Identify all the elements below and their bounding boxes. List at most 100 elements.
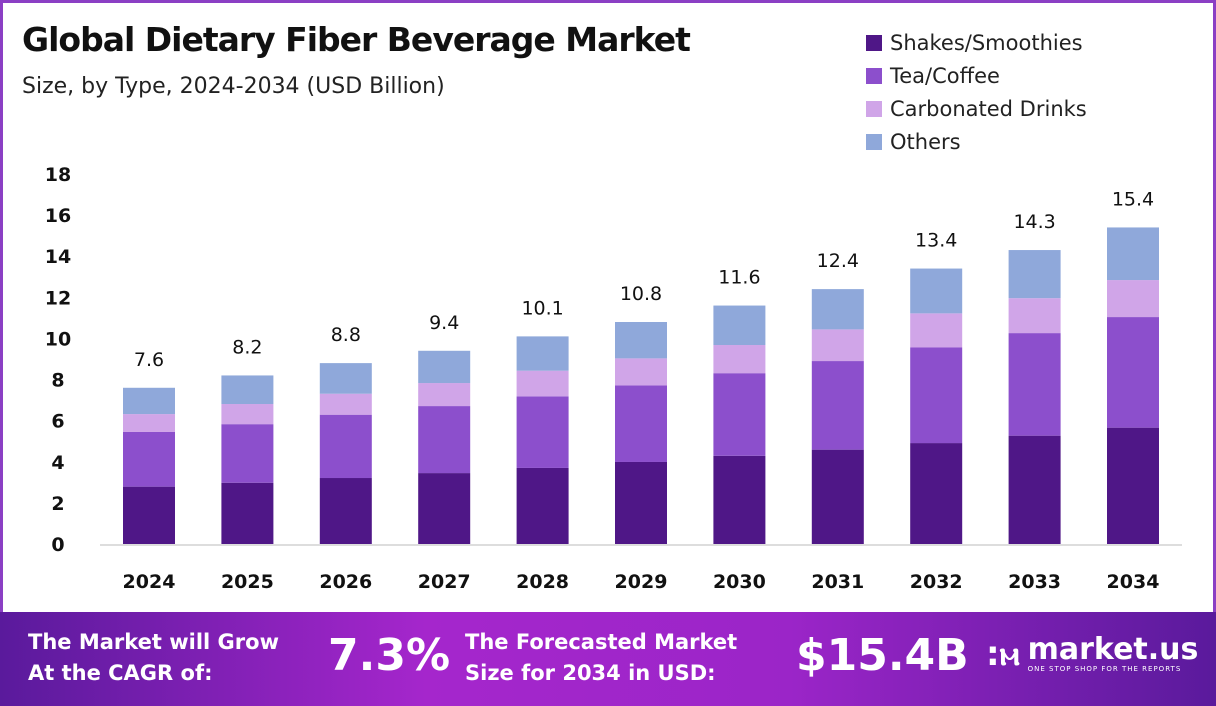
legend: Shakes/Smoothies Tea/Coffee Carbonated D…: [866, 26, 1087, 158]
bar-segment-others-2033: [1008, 250, 1061, 299]
bar-segment-carbonated-drinks-2034: [1107, 280, 1159, 318]
bar-segment-carbonated-drinks-2026: [319, 393, 372, 415]
x-tick-label: 2034: [1107, 571, 1160, 593]
y-tick-label: 0: [51, 534, 64, 556]
bar-segment-tea-coffee-2026: [319, 414, 372, 479]
bar-segment-tea-coffee-2030: [713, 373, 766, 456]
bar-segment-shakes-smoothies-2024: [123, 486, 175, 544]
x-tick-label: 2033: [1008, 571, 1061, 593]
total-label: 11.6: [718, 267, 760, 289]
bar-segment-shakes-smoothies-2025: [221, 482, 274, 544]
bar-segment-tea-coffee-2027: [418, 406, 471, 474]
legend-label: Carbonated Drinks: [890, 96, 1087, 121]
bar-segment-others-2029: [615, 322, 667, 359]
total-label: 9.4: [429, 312, 459, 334]
y-tick-label: 2: [51, 493, 64, 515]
x-tick-label: 2025: [221, 571, 274, 593]
x-tick-label: 2030: [713, 571, 766, 593]
x-tick-label: 2031: [811, 571, 864, 593]
bar-segment-carbonated-drinks-2027: [418, 383, 471, 407]
cagr-label-line: The Market will Grow: [28, 630, 279, 654]
total-label: 14.3: [1013, 211, 1055, 233]
total-label: 7.6: [134, 349, 164, 371]
bar-chart: 0 2 4 6 8 10 12 14 16 18 7.6 2024 8.2 2025 8.8 2026 9.4 2…: [45, 164, 1182, 593]
marketus-logo: :ⲙ market.us ONE STOP SHOP FOR THE REPORT…: [986, 634, 1198, 674]
y-tick-label: 14: [45, 246, 71, 268]
bar-segment-shakes-smoothies-2029: [615, 461, 667, 544]
bar-segment-shakes-smoothies-2027: [418, 473, 471, 544]
y-tick-label: 10: [45, 328, 71, 350]
bar-segment-shakes-smoothies-2033: [1008, 435, 1061, 544]
bar-segment-carbonated-drinks-2032: [910, 313, 963, 348]
bar-segment-carbonated-drinks-2025: [221, 404, 274, 425]
legend-item-carbonated: Carbonated Drinks: [866, 92, 1087, 125]
total-label: 12.4: [817, 250, 859, 272]
bar-segment-carbonated-drinks-2029: [615, 358, 667, 386]
forecast-label: The Forecasted Market Size for 2034 in US…: [465, 627, 737, 689]
bar-segment-carbonated-drinks-2031: [811, 329, 864, 362]
bar-segment-others-2024: [123, 387, 175, 415]
x-tick-label: 2024: [123, 571, 176, 593]
total-label: 8.2: [232, 336, 262, 358]
x-tick-label: 2029: [615, 571, 668, 593]
total-label: 15.4: [1112, 188, 1154, 210]
legend-label: Others: [890, 129, 961, 154]
legend-swatch: [866, 67, 882, 84]
logo-tagline: ONE STOP SHOP FOR THE REPORTS: [1027, 665, 1182, 673]
x-tick-label: 2032: [910, 571, 963, 593]
bar-segment-tea-coffee-2031: [811, 361, 864, 450]
total-label: 8.8: [331, 324, 361, 346]
bar-segment-shakes-smoothies-2032: [910, 443, 963, 544]
legend-item-shakes: Shakes/Smoothies: [866, 26, 1087, 59]
legend-label: Tea/Coffee: [890, 63, 1000, 88]
legend-swatch: [866, 133, 882, 150]
legend-swatch: [866, 100, 882, 117]
chart-subtitle: Size, by Type, 2024-2034 (USD Billion): [22, 74, 445, 99]
bar-segment-others-2034: [1107, 227, 1159, 281]
total-label: 10.8: [620, 283, 662, 305]
y-tick-label: 8: [51, 370, 64, 392]
bar-segment-shakes-smoothies-2026: [319, 478, 372, 544]
logo-icon: :ⲙ: [986, 634, 1020, 674]
bar-segment-others-2030: [713, 305, 766, 346]
bar-segment-others-2032: [910, 268, 963, 314]
forecast-label-line: The Forecasted Market: [465, 630, 738, 654]
y-tick-label: 12: [45, 287, 71, 309]
cagr-label-line: At the CAGR of:: [28, 661, 213, 685]
bar-segment-tea-coffee-2028: [516, 396, 569, 468]
bar-segment-others-2026: [319, 363, 372, 394]
y-tick-label: 6: [51, 411, 64, 433]
total-label: 10.1: [521, 297, 563, 319]
chart-title: Global Dietary Fiber Beverage Market: [22, 20, 691, 59]
y-tick-label: 4: [51, 452, 64, 474]
bar-segment-carbonated-drinks-2030: [713, 345, 766, 374]
legend-item-tea-coffee: Tea/Coffee: [866, 59, 1087, 92]
bar-segment-others-2027: [418, 350, 471, 384]
bar-segment-others-2028: [516, 336, 569, 371]
bar-segment-others-2031: [811, 289, 864, 330]
legend-item-others: Others: [866, 125, 1087, 158]
bar-segment-tea-coffee-2024: [123, 431, 175, 487]
bar-segment-tea-coffee-2025: [221, 424, 274, 483]
y-tick-label: 16: [45, 205, 71, 227]
total-label: 13.4: [915, 230, 957, 252]
bar-segment-tea-coffee-2033: [1008, 333, 1061, 436]
bar-segment-others-2025: [221, 375, 274, 405]
y-tick-label: 18: [45, 164, 71, 186]
x-tick-label: 2027: [418, 571, 471, 593]
bar-segment-tea-coffee-2029: [615, 385, 667, 462]
bar-segment-shakes-smoothies-2030: [713, 455, 766, 544]
bar-segment-carbonated-drinks-2024: [123, 414, 175, 432]
legend-swatch: [866, 34, 882, 51]
legend-label: Shakes/Smoothies: [890, 30, 1083, 55]
x-tick-label: 2028: [516, 571, 569, 593]
summary-banner: The Market will Grow At the CAGR of: 7.3%…: [0, 612, 1216, 706]
bar-segment-shakes-smoothies-2034: [1107, 427, 1159, 544]
cagr-value: 7.3%: [328, 630, 451, 681]
cagr-label: The Market will Grow At the CAGR of:: [28, 627, 279, 689]
bar-segment-shakes-smoothies-2031: [811, 449, 864, 544]
forecast-label-line: Size for 2034 in USD:: [465, 661, 716, 685]
bar-segment-carbonated-drinks-2028: [516, 370, 569, 397]
bar-segment-carbonated-drinks-2033: [1008, 298, 1061, 334]
